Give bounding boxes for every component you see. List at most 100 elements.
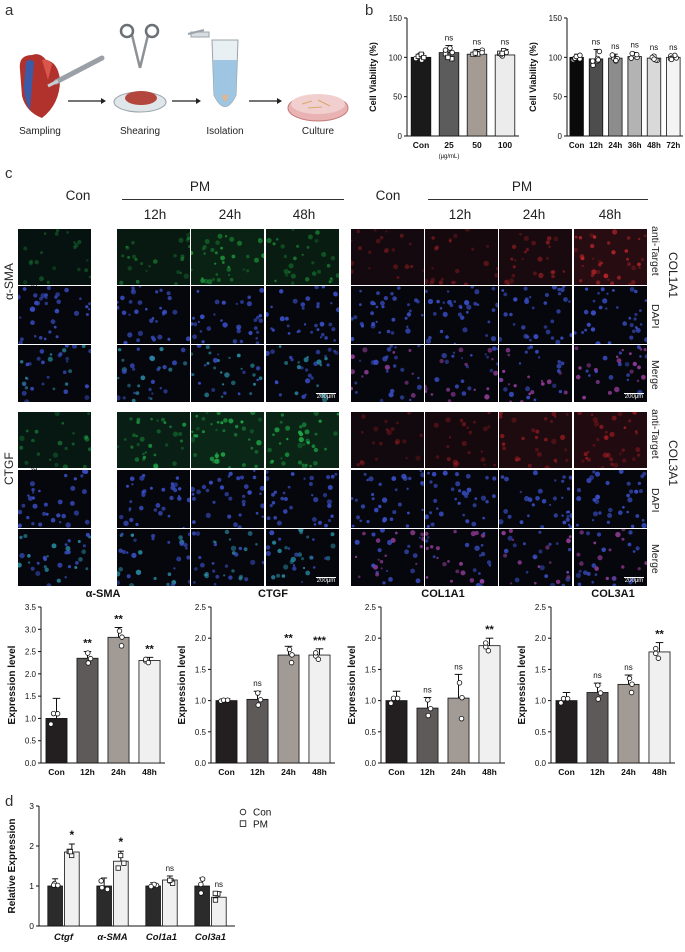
cell-nucleus — [551, 438, 557, 445]
cell-nucleus — [614, 386, 620, 393]
cell-nucleus — [314, 239, 319, 243]
cell-nucleus — [324, 556, 328, 560]
cell-nucleus — [150, 417, 153, 421]
cell-nucleus — [123, 438, 127, 441]
data-point — [85, 650, 91, 656]
micrograph-right-col1a1-dapi-48h — [574, 286, 647, 344]
cell-nucleus — [434, 246, 438, 251]
significance-label: ns — [624, 663, 632, 672]
bar — [438, 52, 460, 137]
micrograph-image — [425, 529, 492, 586]
y-tick-label: 0 — [558, 132, 563, 141]
cell-nucleus — [359, 460, 364, 464]
data-point — [626, 675, 633, 682]
cell-nucleus — [626, 373, 630, 377]
cell-nucleus — [85, 567, 89, 571]
cell-nucleus — [19, 535, 23, 540]
cell-nucleus — [577, 582, 582, 586]
micrograph-image — [191, 287, 264, 344]
cell-nucleus — [491, 308, 496, 312]
cell-nucleus — [326, 263, 331, 268]
cell-nucleus — [73, 510, 79, 516]
cell-nucleus — [453, 233, 458, 239]
data-point — [48, 721, 54, 727]
cell-nucleus — [503, 509, 509, 514]
micrograph-image — [499, 345, 568, 402]
micrograph-image — [18, 286, 91, 344]
data-point — [257, 697, 264, 703]
cell-nucleus — [474, 497, 478, 500]
cell-nucleus — [250, 412, 256, 416]
cell-nucleus — [425, 539, 429, 543]
cell-nucleus — [539, 565, 545, 571]
x-tick-label: Col1a1 — [146, 932, 177, 943]
y-tick-label: 1.5 — [25, 692, 37, 701]
cell-nucleus — [256, 315, 260, 320]
cell-nucleus — [404, 264, 410, 270]
cell-nucleus — [283, 564, 289, 570]
cell-nucleus — [521, 436, 525, 441]
data-point — [425, 712, 431, 719]
cell-nucleus — [164, 443, 169, 447]
cell-nucleus — [563, 297, 568, 302]
cell-nucleus — [85, 532, 90, 537]
cell-nucleus — [74, 566, 78, 569]
cell-nucleus — [222, 322, 228, 328]
cell-nucleus — [23, 280, 28, 285]
cell-nucleus — [486, 355, 489, 359]
cell-nucleus — [35, 301, 41, 306]
cell-nucleus — [513, 297, 518, 302]
cell-nucleus — [255, 341, 260, 344]
data-point — [427, 705, 434, 712]
cell-nucleus — [290, 358, 294, 362]
bar — [145, 885, 161, 927]
cell-nucleus — [64, 382, 69, 386]
cell-nucleus — [23, 383, 26, 386]
cell-nucleus — [236, 324, 242, 330]
cell-nucleus — [439, 307, 443, 310]
tube-icon — [187, 29, 239, 107]
cell-nucleus — [585, 531, 591, 536]
cell-nucleus — [62, 464, 69, 468]
cell-nucleus — [320, 332, 325, 337]
cell-nucleus — [555, 579, 561, 584]
cell-nucleus — [21, 503, 26, 508]
cell-nucleus — [535, 496, 540, 501]
cell-nucleus — [610, 462, 614, 466]
cell-nucleus — [279, 289, 284, 294]
cell-nucleus — [249, 429, 254, 434]
micrograph-image — [499, 229, 572, 285]
cell-nucleus — [519, 520, 524, 525]
cell-nucleus — [380, 300, 385, 306]
cell-nucleus — [131, 286, 135, 290]
cell-nucleus — [605, 480, 610, 486]
x-tick-label: 48h — [312, 767, 327, 777]
data-point — [597, 690, 604, 696]
cell-nucleus — [214, 453, 219, 459]
micrograph-right-col1a1-merge-con — [351, 345, 424, 402]
cell-nucleus — [495, 302, 498, 308]
cell-nucleus — [297, 361, 300, 364]
cell-nucleus — [370, 311, 374, 316]
cell-nucleus — [426, 524, 430, 528]
cell-nucleus — [220, 421, 224, 425]
cell-nucleus — [496, 267, 498, 271]
cell-nucleus — [212, 569, 216, 573]
cell-nucleus — [281, 461, 286, 466]
cell-nucleus — [279, 316, 285, 322]
cell-nucleus — [486, 560, 492, 565]
y-tick-label: 50 — [553, 93, 562, 102]
y-tick-label: 2.5 — [195, 603, 207, 612]
cell-nucleus — [155, 503, 161, 508]
cell-nucleus — [449, 303, 454, 308]
cell-nucleus — [284, 452, 290, 457]
cell-nucleus — [75, 561, 79, 565]
micrograph-image — [18, 229, 91, 285]
cell-nucleus — [19, 435, 25, 441]
cell-nucleus — [622, 321, 627, 326]
cell-nucleus — [57, 499, 63, 505]
micrograph-left-ctgf-merge-con — [18, 529, 91, 586]
data-point — [655, 655, 662, 661]
cell-nucleus — [65, 360, 69, 363]
